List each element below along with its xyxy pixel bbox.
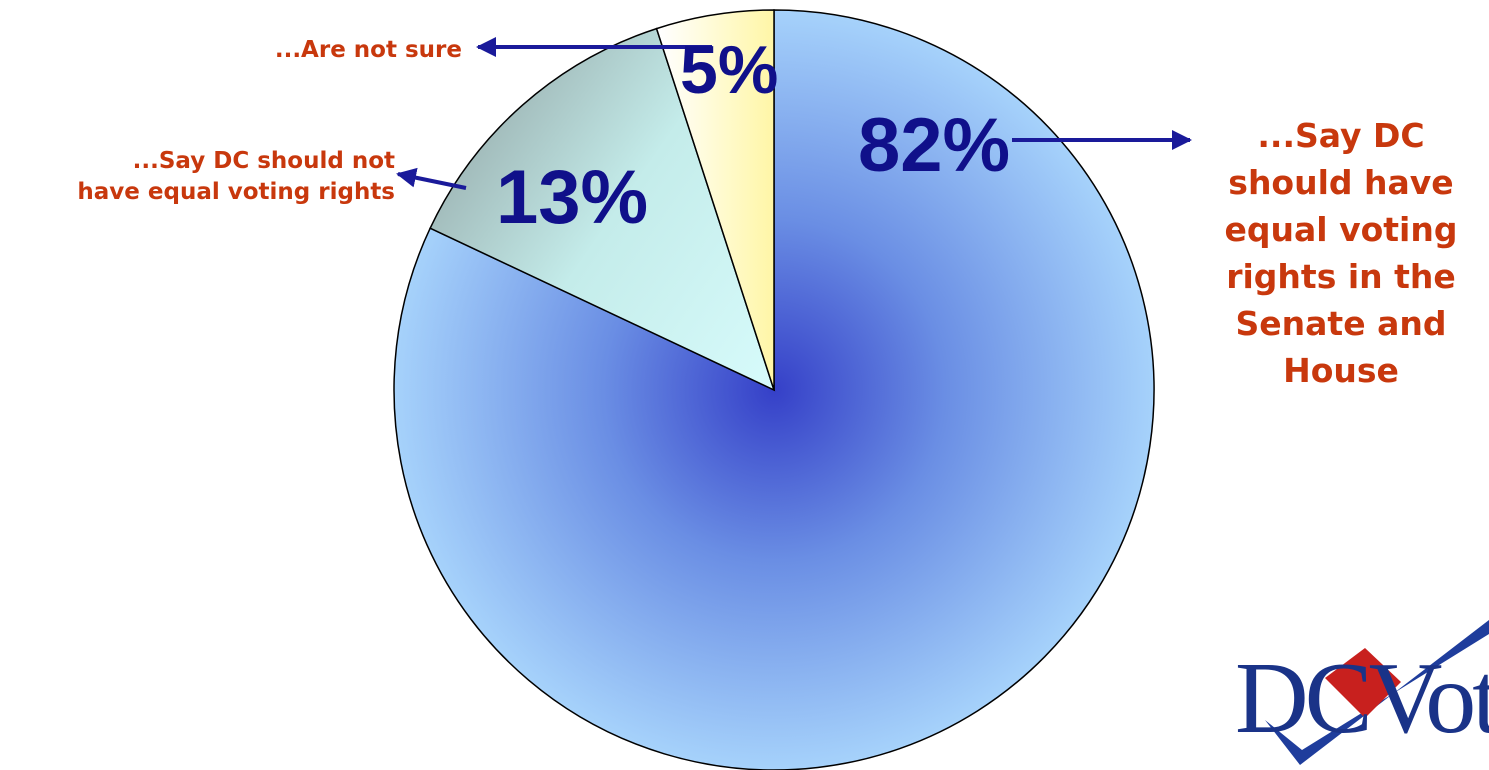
callout-not-sure: ...Are not sure [274,37,462,63]
pie-slice-not-sure [655,9,775,391]
data-label-13: 13% [496,155,649,240]
data-label-82: 82% [858,103,1011,188]
arrow-should-not [396,167,467,190]
pie-slice-should-not [429,27,776,392]
dc-vote-logo: DCVot [1205,600,1489,770]
data-label-5: 5% [680,32,779,108]
callout-should-not: ...Say DC should not have equal voting r… [77,148,395,205]
callout-should-have: ...Say DC should have equal voting right… [1224,116,1458,390]
logo-text: DCVot [1235,642,1489,755]
logo-dc-map-icon [1325,648,1401,718]
